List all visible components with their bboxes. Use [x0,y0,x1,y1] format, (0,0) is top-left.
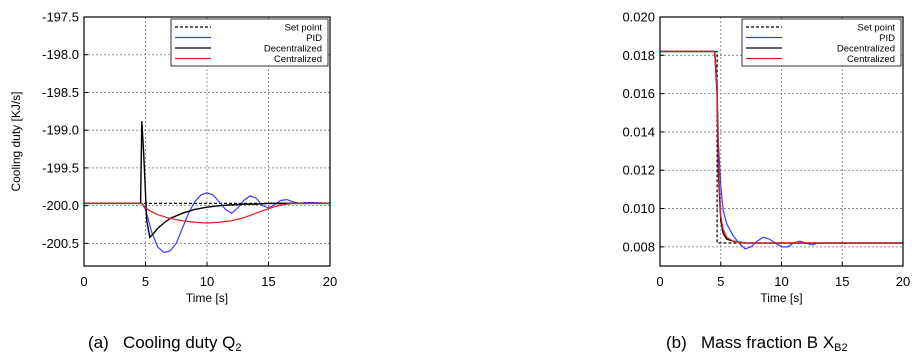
x-tick-label: 5 [142,274,149,289]
legend-label: Set point [858,23,896,34]
y-tick-label: 0.010 [622,201,655,216]
caption-b: (b) Mass fraction B XB2 [666,333,848,354]
legend-label: Centralized [274,54,322,65]
x-tick-label: 0 [656,274,663,289]
legend-label: PID [306,33,322,44]
y-tick-label: -200.0 [42,198,79,213]
y-axis-label: Cooling duty [KJ/s] [9,91,23,191]
legend-label: PID [879,33,895,44]
y-tick-label: -200.5 [42,236,79,251]
series-line-centralized [84,202,330,224]
y-tick-label: 0.020 [622,10,655,25]
caption-a-text: Cooling duty Q [122,333,236,352]
caption-a-subscript: 2 [235,342,242,354]
x-tick-label: 20 [896,274,910,289]
caption-b-subscript: B2 [834,342,848,354]
x-tick-label: 15 [261,274,275,289]
x-tick-label: 15 [835,274,849,289]
legend-label: Decentralized [837,44,895,55]
x-tick-label: 20 [323,274,337,289]
y-tick-label: -198.5 [42,85,79,100]
x-axis-label: Time [s] [760,291,802,305]
series-group [84,121,330,254]
series-line-centralized [660,50,903,244]
legend-label: Centralized [847,54,895,65]
y-tick-label: 0.018 [622,48,655,63]
series-line-pid [84,192,330,254]
caption-b-text: Mass fraction B X [700,333,835,352]
y-tick-label: 0.016 [622,86,655,101]
x-tick-label: 10 [774,274,788,289]
x-tick-label: 5 [717,274,724,289]
y-tick-label: 0.014 [622,124,655,139]
y-tick-label: 0.012 [622,163,655,178]
plot-frame [659,16,904,267]
y-tick-label: -197.5 [42,10,79,25]
plot-frame [83,16,331,267]
caption-a-label: (a) [88,333,109,352]
chart-b: 0 5 10 15 20 0.020 0.018 0.016 0.014 0.012 0.010 0.… [622,10,910,306]
legend-label: Set point [285,23,323,34]
legend-label: Decentralized [264,44,322,55]
series-group [660,50,903,250]
chart-a: 0 5 10 15 20 -197.5 -198.0 -198.5 -199.0 -199.5 -2… [9,10,337,306]
y-tick-label: -199.0 [42,123,79,138]
caption-b-label: (b) [666,333,687,352]
x-axis-label: Time [s] [186,291,228,305]
series-line-decentralized [84,121,330,239]
caption-a: (a) Cooling duty Q2 [88,333,242,354]
y-tick-label: -199.5 [42,160,79,175]
y-tick-label: 0.008 [622,239,655,254]
x-tick-label: 10 [200,274,214,289]
y-tick-label: -198.0 [42,47,79,62]
x-tick-label: 0 [80,274,87,289]
